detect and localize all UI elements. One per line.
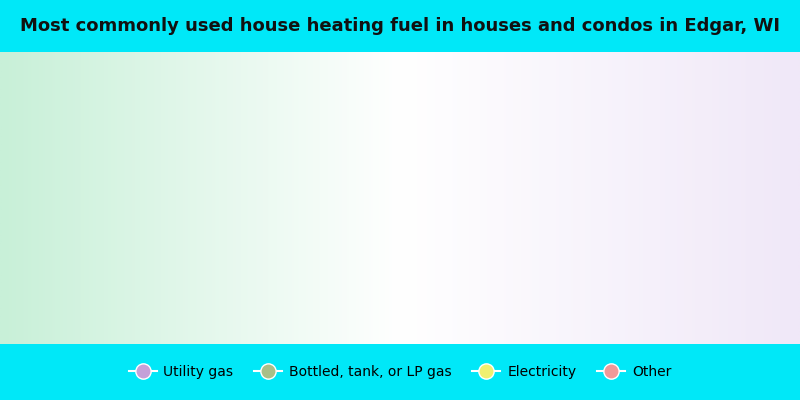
Legend: Utility gas, Bottled, tank, or LP gas, Electricity, Other: Utility gas, Bottled, tank, or LP gas, E… — [123, 360, 677, 384]
Wedge shape — [209, 102, 553, 294]
Text: Most commonly used house heating fuel in houses and condos in Edgar, WI: Most commonly used house heating fuel in… — [20, 17, 780, 35]
Wedge shape — [499, 234, 590, 280]
Text: City-Data.com: City-Data.com — [570, 61, 665, 74]
Wedge shape — [484, 179, 582, 261]
Wedge shape — [504, 270, 591, 294]
